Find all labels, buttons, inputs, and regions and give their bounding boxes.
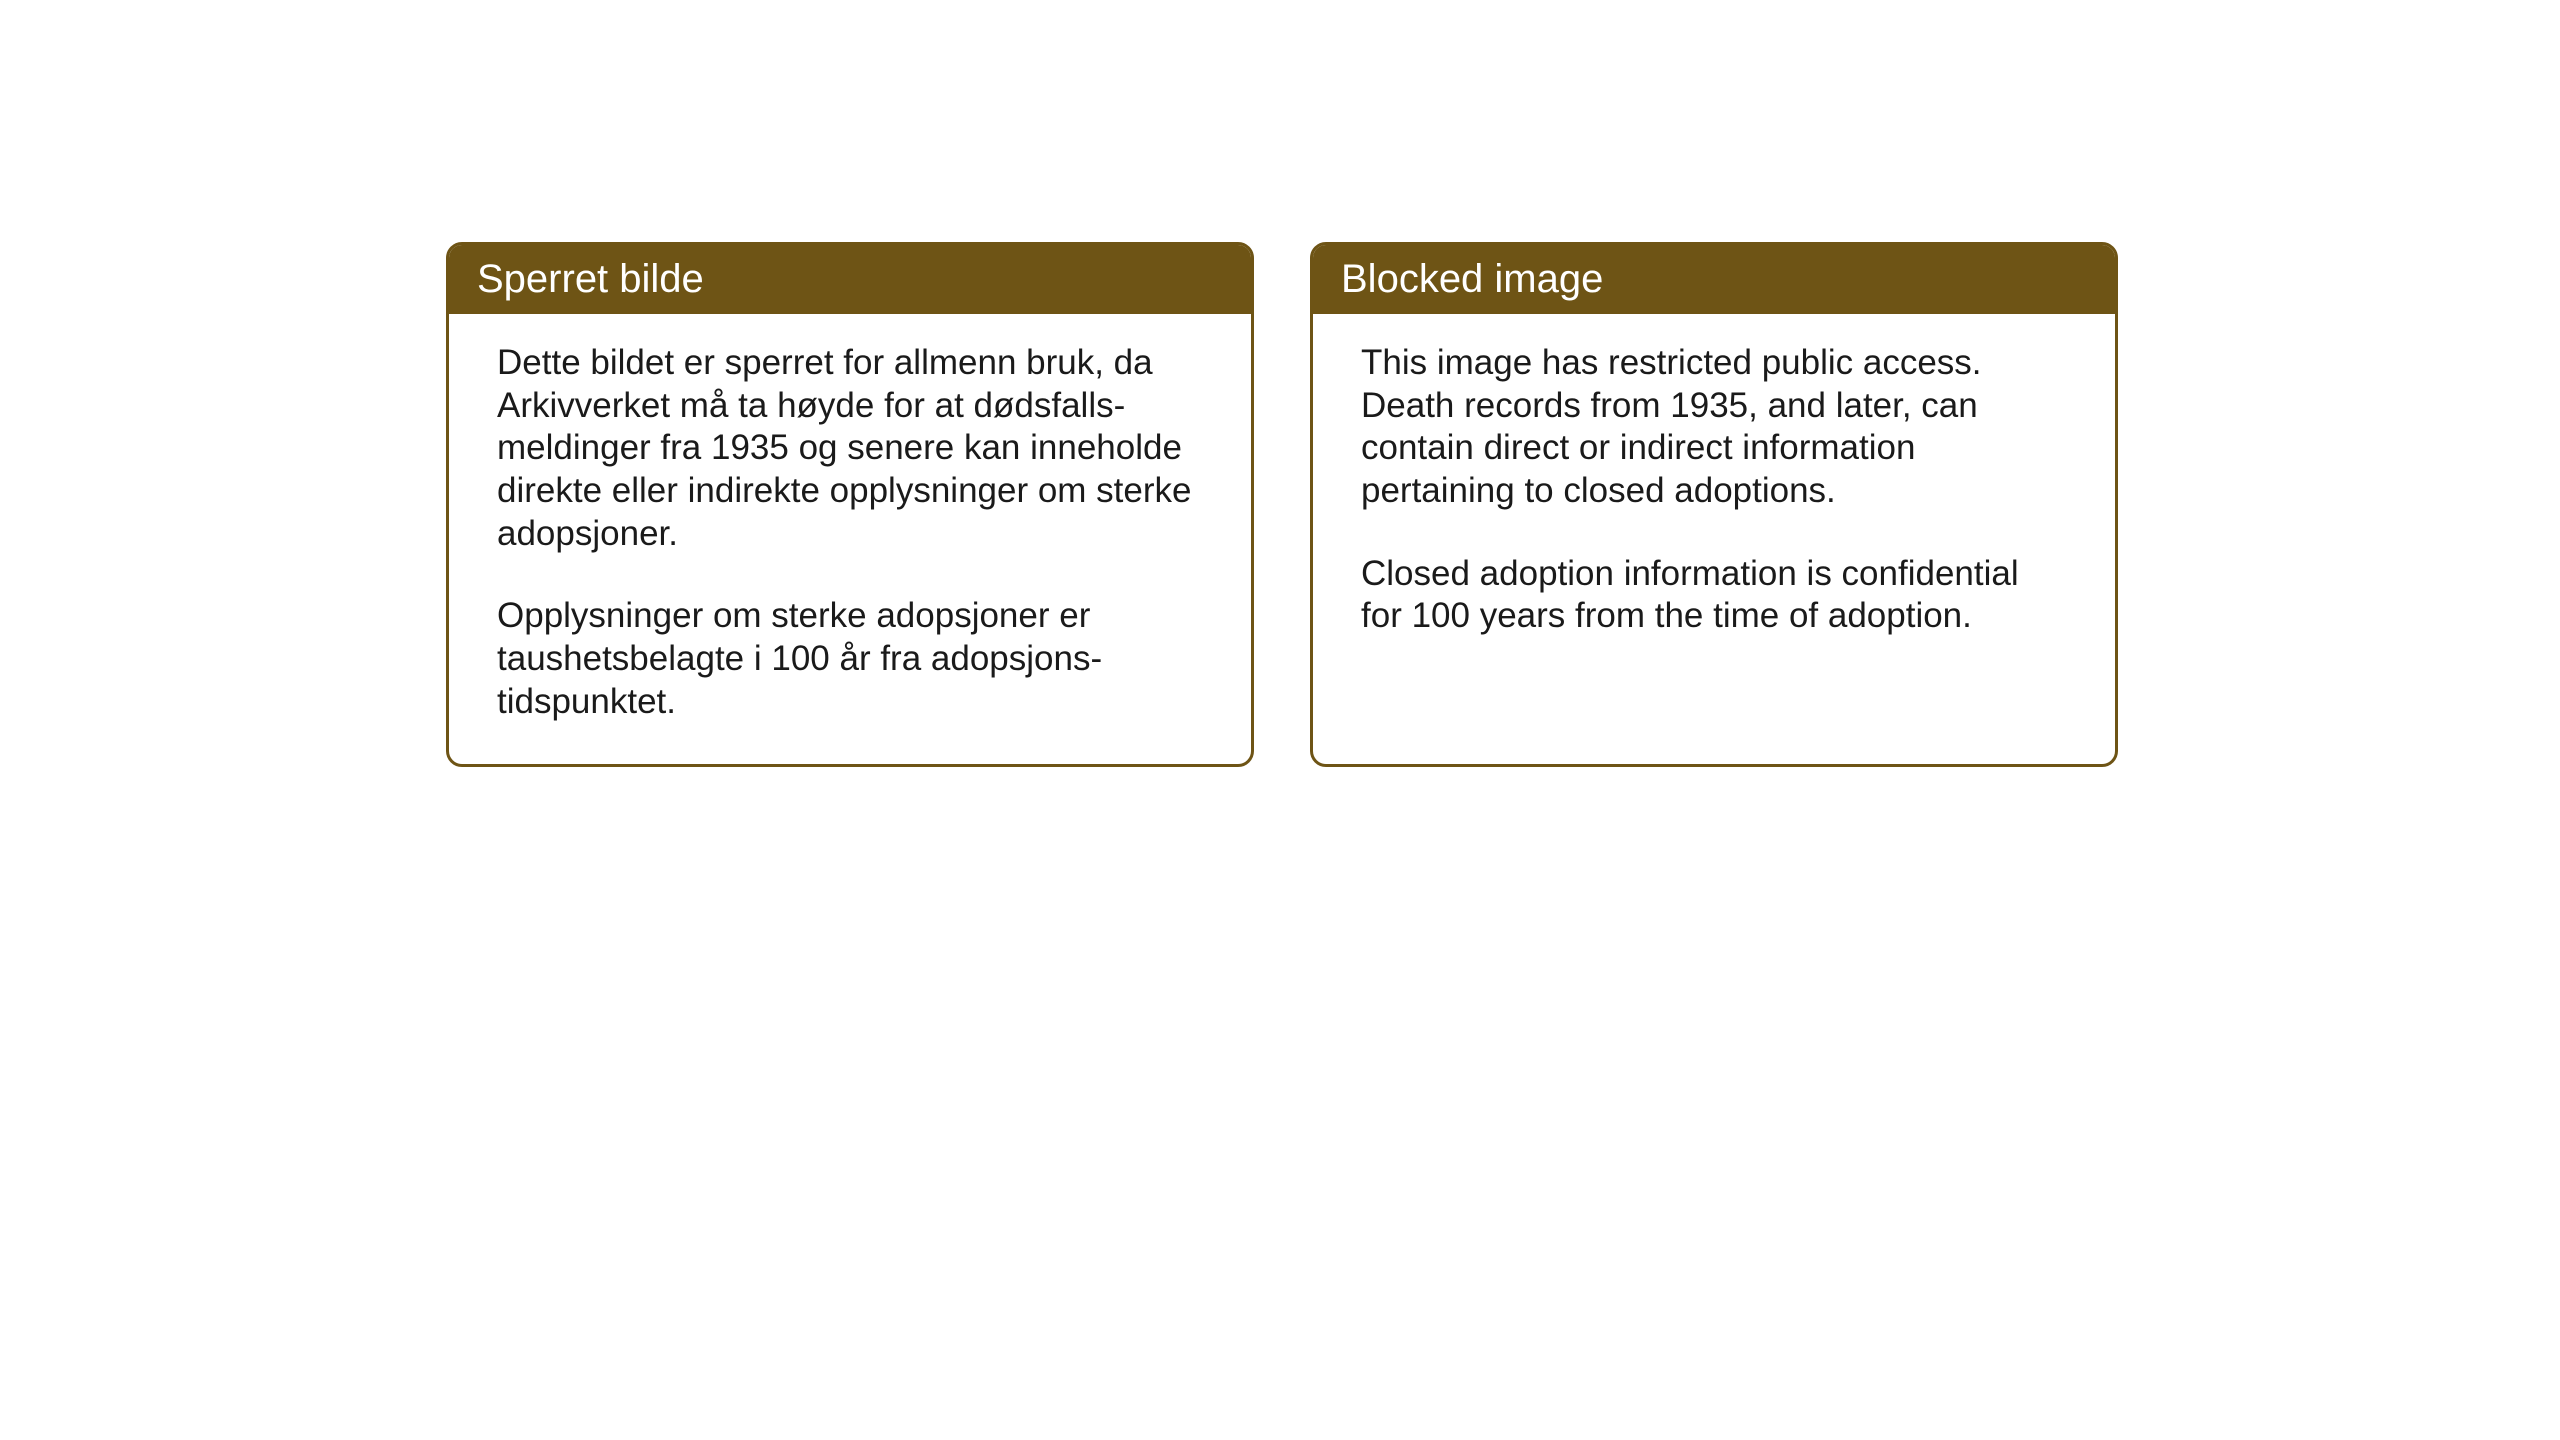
card-header-norwegian: Sperret bilde: [449, 245, 1251, 314]
cards-container: Sperret bilde Dette bildet er sperret fo…: [446, 242, 2118, 767]
card-title-english: Blocked image: [1341, 257, 1603, 301]
card-header-english: Blocked image: [1313, 245, 2115, 314]
card-english: Blocked image This image has restricted …: [1310, 242, 2118, 767]
card-paragraph1-english: This image has restricted public access.…: [1361, 342, 2067, 513]
card-norwegian: Sperret bilde Dette bildet er sperret fo…: [446, 242, 1254, 767]
card-title-norwegian: Sperret bilde: [477, 257, 704, 301]
card-paragraph1-norwegian: Dette bildet er sperret for allmenn bruk…: [497, 342, 1203, 555]
card-body-english: This image has restricted public access.…: [1313, 314, 2115, 678]
card-paragraph2-english: Closed adoption information is confident…: [1361, 553, 2067, 638]
card-body-norwegian: Dette bildet er sperret for allmenn bruk…: [449, 314, 1251, 764]
card-paragraph2-norwegian: Opplysninger om sterke adopsjoner er tau…: [497, 595, 1203, 723]
